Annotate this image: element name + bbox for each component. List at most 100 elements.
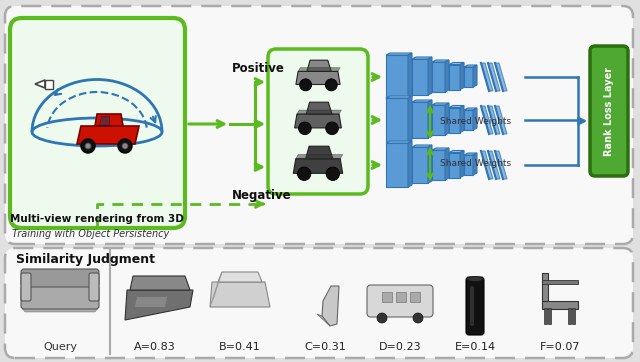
Polygon shape <box>460 63 464 89</box>
Polygon shape <box>432 60 449 62</box>
Polygon shape <box>35 80 45 88</box>
Polygon shape <box>386 96 412 98</box>
Polygon shape <box>488 106 500 134</box>
Circle shape <box>298 167 311 181</box>
Circle shape <box>325 79 337 91</box>
Polygon shape <box>386 141 412 143</box>
Polygon shape <box>445 103 449 135</box>
FancyBboxPatch shape <box>89 273 99 301</box>
Text: Similarity Judgment: Similarity Judgment <box>16 253 155 266</box>
Polygon shape <box>432 148 449 150</box>
Bar <box>432 62 445 92</box>
Bar <box>382 292 392 302</box>
Polygon shape <box>130 276 190 290</box>
Polygon shape <box>317 314 330 326</box>
Circle shape <box>122 143 128 149</box>
Bar <box>542 301 578 309</box>
Bar <box>568 308 571 324</box>
Polygon shape <box>464 108 477 110</box>
Polygon shape <box>210 272 222 307</box>
Bar <box>449 152 460 177</box>
FancyBboxPatch shape <box>21 273 31 301</box>
Polygon shape <box>464 153 477 155</box>
Bar <box>386 98 408 142</box>
Ellipse shape <box>467 277 483 282</box>
Text: Training with Object Persistency: Training with Object Persistency <box>12 229 169 239</box>
Polygon shape <box>125 290 193 320</box>
Text: Positive: Positive <box>232 63 285 76</box>
Bar <box>542 273 548 301</box>
Polygon shape <box>22 308 98 312</box>
FancyBboxPatch shape <box>10 18 185 228</box>
Circle shape <box>85 143 91 149</box>
Bar <box>542 280 578 284</box>
Polygon shape <box>218 272 262 282</box>
Polygon shape <box>432 103 449 105</box>
FancyBboxPatch shape <box>590 46 628 176</box>
FancyBboxPatch shape <box>21 285 99 309</box>
Polygon shape <box>428 145 432 183</box>
Polygon shape <box>307 60 332 71</box>
Polygon shape <box>95 114 123 126</box>
Polygon shape <box>481 151 493 179</box>
Text: Query: Query <box>43 342 77 352</box>
Bar <box>386 55 408 99</box>
Polygon shape <box>495 106 507 134</box>
Bar <box>464 110 473 130</box>
Bar <box>464 155 473 175</box>
Bar <box>432 150 445 180</box>
Polygon shape <box>481 106 493 134</box>
Polygon shape <box>445 60 449 92</box>
Text: F=0.07: F=0.07 <box>540 342 580 352</box>
Polygon shape <box>460 105 464 132</box>
Polygon shape <box>449 105 464 108</box>
Text: B=0.41: B=0.41 <box>219 342 261 352</box>
Circle shape <box>298 122 311 135</box>
Bar <box>386 143 408 187</box>
Text: Shared Weights: Shared Weights <box>440 160 511 168</box>
Bar <box>396 292 406 302</box>
Bar <box>572 308 575 324</box>
Bar <box>45 80 53 89</box>
Polygon shape <box>77 126 139 144</box>
Polygon shape <box>445 148 449 180</box>
Polygon shape <box>210 282 270 307</box>
Polygon shape <box>464 65 477 67</box>
Polygon shape <box>481 63 493 91</box>
Polygon shape <box>408 53 412 99</box>
FancyBboxPatch shape <box>5 6 633 244</box>
Text: A=0.83: A=0.83 <box>134 342 176 352</box>
Polygon shape <box>296 71 340 84</box>
Polygon shape <box>428 100 432 138</box>
Polygon shape <box>293 159 342 173</box>
Polygon shape <box>495 63 507 91</box>
Circle shape <box>118 139 132 153</box>
Bar <box>449 64 460 89</box>
Polygon shape <box>412 57 432 59</box>
FancyBboxPatch shape <box>367 285 433 317</box>
Polygon shape <box>135 297 167 307</box>
Circle shape <box>326 167 339 181</box>
FancyBboxPatch shape <box>5 248 633 358</box>
Text: E=0.14: E=0.14 <box>454 342 495 352</box>
Polygon shape <box>294 114 341 128</box>
Polygon shape <box>449 63 464 64</box>
Polygon shape <box>428 57 432 95</box>
FancyBboxPatch shape <box>466 277 484 335</box>
FancyBboxPatch shape <box>21 269 99 287</box>
Polygon shape <box>408 141 412 187</box>
Text: D=0.23: D=0.23 <box>379 342 421 352</box>
Bar <box>464 67 473 87</box>
Bar <box>412 102 428 138</box>
Polygon shape <box>296 155 342 159</box>
Polygon shape <box>322 286 339 326</box>
Polygon shape <box>298 68 340 71</box>
FancyBboxPatch shape <box>470 286 474 326</box>
Polygon shape <box>449 151 464 152</box>
Polygon shape <box>412 145 432 147</box>
Bar <box>410 292 420 302</box>
Polygon shape <box>488 151 500 179</box>
Text: Shared Weights: Shared Weights <box>440 118 511 126</box>
Polygon shape <box>297 110 341 114</box>
Polygon shape <box>473 65 477 87</box>
